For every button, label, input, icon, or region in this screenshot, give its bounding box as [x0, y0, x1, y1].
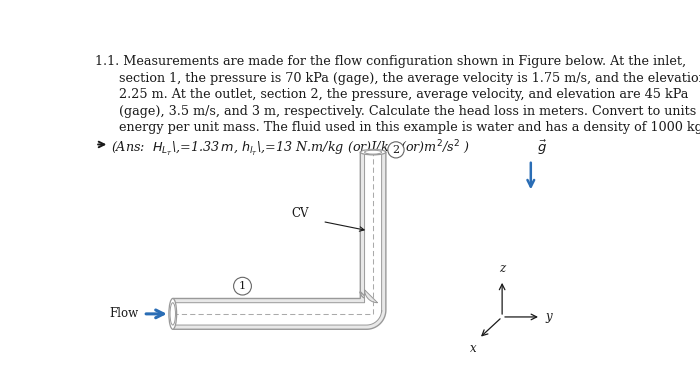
Text: x: x: [470, 342, 477, 356]
Ellipse shape: [365, 150, 382, 154]
Text: z: z: [499, 262, 505, 275]
Ellipse shape: [360, 149, 386, 155]
Circle shape: [388, 142, 404, 158]
Polygon shape: [173, 152, 386, 329]
Text: section 1, the pressure is 70 kPa (gage), the average velocity is 1.75 m/s, and : section 1, the pressure is 70 kPa (gage)…: [95, 72, 700, 85]
Text: 2: 2: [393, 145, 400, 155]
Text: energy per unit mass. The fluid used in this example is water and has a density : energy per unit mass. The fluid used in …: [95, 121, 700, 134]
Circle shape: [234, 277, 251, 295]
Text: CV: CV: [291, 207, 309, 220]
Ellipse shape: [170, 303, 176, 325]
Text: (Ans:  $H_{L_T}$\,=1.33$\,m$, $h_{l_T}$\,=13 N.m/kg (or)J/kg (or)m$^2$/s$^2$ ): (Ans: $H_{L_T}$\,=1.33$\,m$, $h_{l_T}$\,…: [111, 139, 470, 159]
Polygon shape: [173, 152, 382, 325]
Text: y: y: [545, 310, 552, 323]
Ellipse shape: [169, 298, 176, 329]
Text: (gage), 3.5 m/s, and 3 m, respectively. Calculate the head loss in meters. Conve: (gage), 3.5 m/s, and 3 m, respectively. …: [95, 105, 700, 118]
Text: $\vec{g}$: $\vec{g}$: [537, 138, 547, 157]
Text: 1: 1: [239, 281, 246, 291]
Text: Flow: Flow: [109, 307, 139, 321]
Text: 2.25 m. At the outlet, section 2, the pressure, average velocity, and elevation : 2.25 m. At the outlet, section 2, the pr…: [95, 88, 689, 101]
Text: 1.1. Measurements are made for the flow configuration shown in Figure below. At : 1.1. Measurements are made for the flow …: [95, 55, 687, 68]
